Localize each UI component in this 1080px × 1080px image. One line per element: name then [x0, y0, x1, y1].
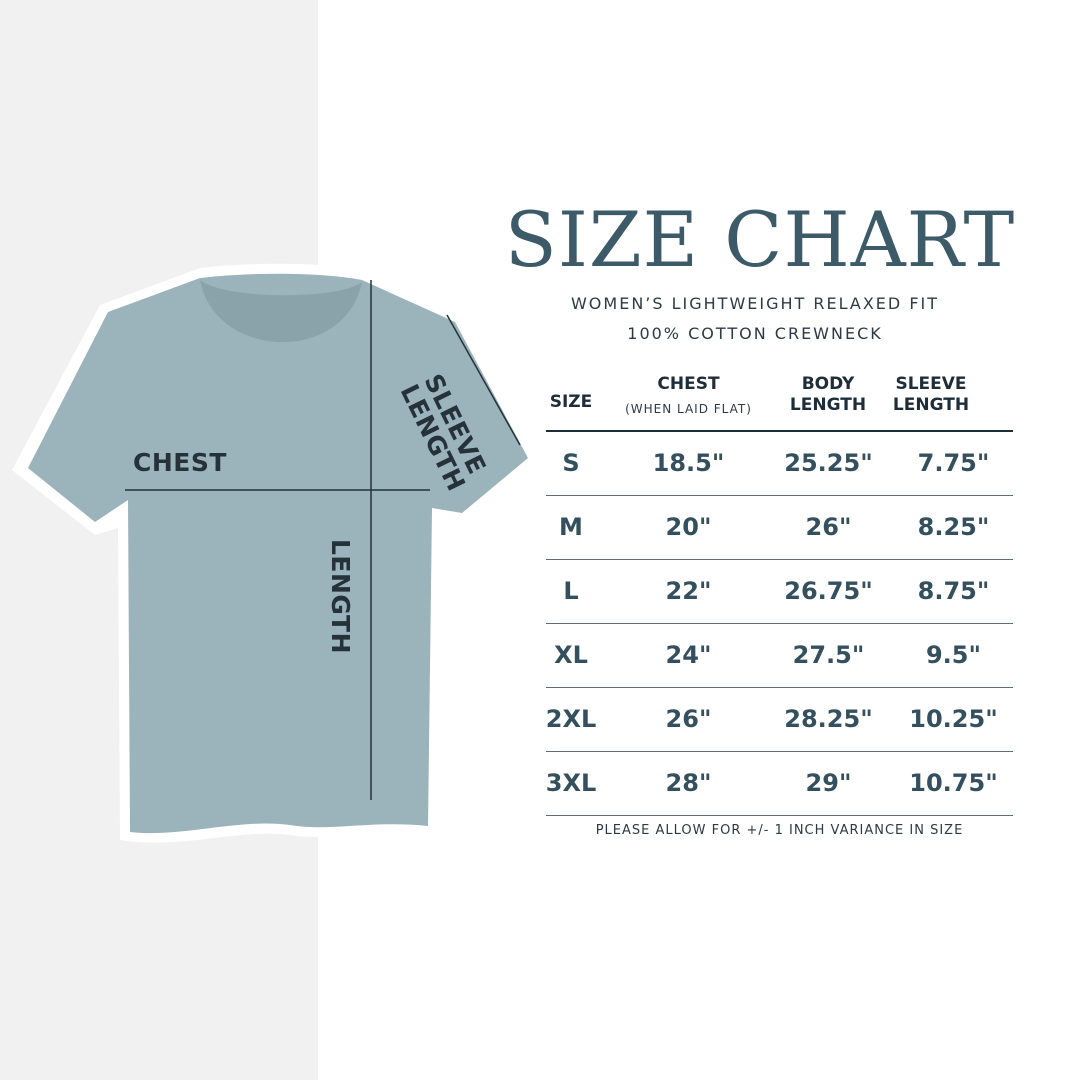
tshirt-collar	[200, 280, 362, 343]
subtitle-line2: 100% COTTON CREWNECK	[627, 324, 883, 343]
table-row: S 18.5" 25.25" 7.75"	[546, 432, 1013, 496]
cell-body: 26.75"	[784, 577, 873, 605]
cell-size: 2XL	[545, 705, 597, 733]
header-body-length: BODY LENGTH	[778, 374, 878, 416]
header-sleeve-line2: LENGTH	[892, 395, 970, 415]
cell-chest: 22"	[665, 577, 712, 605]
table-row: 3XL 28" 29" 10.75"	[546, 752, 1013, 816]
table-row: XL 24" 27.5" 9.5"	[546, 624, 1013, 688]
length-label: LENGTH	[326, 539, 355, 654]
header-chest: CHEST (WHEN LAID FLAT)	[606, 374, 771, 420]
cell-chest: 24"	[665, 641, 712, 669]
cell-body: 26"	[805, 513, 852, 541]
variance-note: PLEASE ALLOW FOR +/- 1 INCH VARIANCE IN …	[595, 823, 964, 838]
size-table: SIZE CHEST (WHEN LAID FLAT) BODY LENGTH …	[546, 370, 1013, 816]
cell-body: 27.5"	[792, 641, 865, 669]
cell-sleeve: 9.5"	[925, 641, 982, 669]
cell-size: L	[563, 577, 579, 605]
cell-sleeve: 8.25"	[917, 513, 990, 541]
cell-chest: 26"	[665, 705, 712, 733]
cell-chest: 18.5"	[652, 449, 725, 477]
tshirt-body	[28, 273, 528, 834]
header-body-line1: BODY	[801, 374, 855, 394]
cell-size: 3XL	[545, 769, 597, 797]
cell-chest: 28"	[665, 769, 712, 797]
header-chest-label: CHEST	[657, 374, 720, 394]
cell-body: 29"	[805, 769, 852, 797]
sleeve-measure-line	[446, 314, 521, 446]
header-body-line2: LENGTH	[789, 395, 867, 415]
cell-sleeve: 8.75"	[917, 577, 990, 605]
header-size: SIZE	[549, 392, 593, 412]
cell-sleeve: 7.75"	[917, 449, 990, 477]
header-sleeve-length: SLEEVE LENGTH	[881, 374, 981, 416]
cell-size: XL	[554, 641, 588, 669]
table-header: SIZE CHEST (WHEN LAID FLAT) BODY LENGTH …	[546, 370, 1013, 432]
header-sleeve-line1: SLEEVE	[895, 374, 967, 394]
chest-label: CHEST	[133, 448, 227, 477]
cell-body: 25.25"	[784, 449, 873, 477]
table-row: L 22" 26.75" 8.75"	[546, 560, 1013, 624]
cell-size: S	[562, 449, 580, 477]
cell-chest: 20"	[665, 513, 712, 541]
cell-sleeve: 10.25"	[909, 705, 998, 733]
table-row: 2XL 26" 28.25" 10.25"	[546, 688, 1013, 752]
cell-sleeve: 10.75"	[909, 769, 998, 797]
table-row: M 20" 26" 8.25"	[546, 496, 1013, 560]
cell-size: M	[559, 513, 583, 541]
page-title: SIZE CHART	[504, 195, 1016, 284]
tshirt-illustration	[28, 273, 528, 834]
subtitle-line1: WOMEN’S LIGHTWEIGHT RELAXED FIT	[570, 294, 940, 313]
header-chest-note: (WHEN LAID FLAT)	[625, 402, 752, 416]
cell-body: 28.25"	[784, 705, 873, 733]
